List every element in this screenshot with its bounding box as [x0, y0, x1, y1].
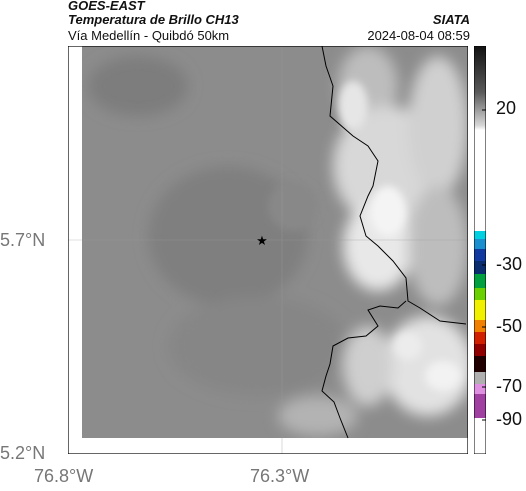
colorbar-label: -30 — [496, 254, 523, 274]
latitude-tick: 5.2°N — [0, 443, 46, 463]
colorbar-label: -90 — [496, 409, 523, 429]
datetime-label: 2024-08-04 08:59 — [367, 28, 470, 43]
organization-label: SIATA — [432, 12, 470, 27]
colorbar-label: 20 — [496, 98, 517, 118]
grid-lines — [68, 46, 468, 454]
brightness-temperature-map: ★ — [68, 46, 468, 454]
colorbar-label: -70 — [496, 376, 523, 396]
admin-border — [321, 46, 467, 439]
longitude-tick: 76.3°W — [250, 466, 310, 486]
temperature-colorbar — [474, 46, 486, 454]
colorbar-label: -50 — [496, 316, 523, 336]
longitude-tick: 76.8°W — [34, 466, 94, 486]
region-subtitle: Vía Medellín - Quibdó 50km — [68, 28, 230, 43]
product-title: Temperatura de Brillo CH13 — [68, 12, 239, 27]
satellite-title: GOES-EAST — [68, 0, 145, 13]
latitude-tick: 5.7°N — [0, 230, 46, 250]
location-marker: ★ — [256, 233, 268, 248]
satellite-imagery — [68, 46, 468, 454]
star-icon: ★ — [256, 233, 268, 248]
